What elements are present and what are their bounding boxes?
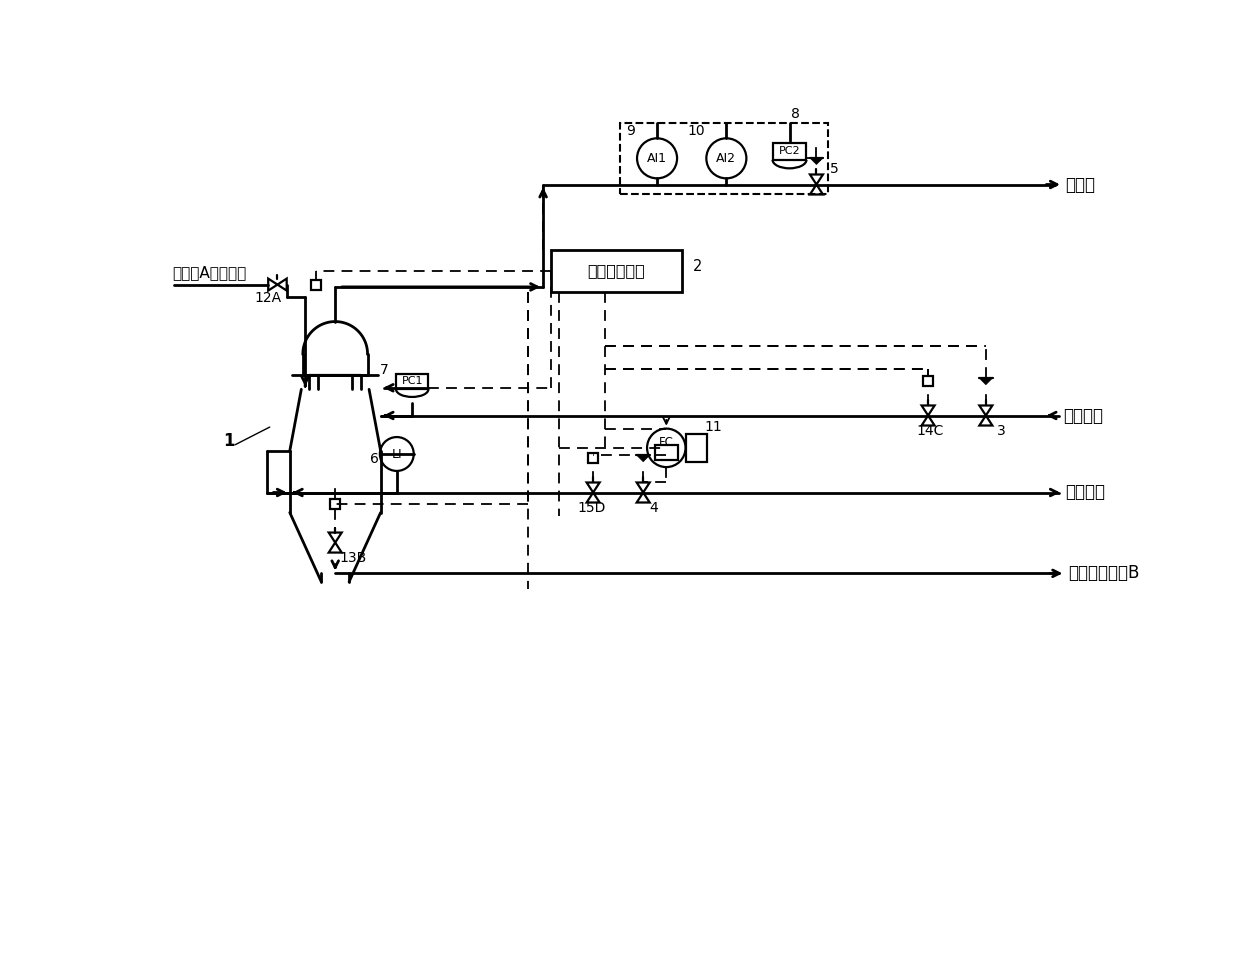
- Text: FC: FC: [658, 436, 673, 449]
- Polygon shape: [636, 455, 650, 462]
- Bar: [330, 499, 340, 509]
- Bar: [620, 123, 828, 194]
- Text: AI1: AI1: [647, 152, 667, 165]
- Text: 6: 6: [370, 452, 378, 467]
- Bar: [588, 453, 598, 463]
- Bar: [396, 374, 428, 390]
- Text: 15D: 15D: [578, 501, 606, 515]
- Text: 2: 2: [693, 259, 703, 274]
- Bar: [551, 250, 682, 292]
- Text: 调压气体: 调压气体: [1063, 406, 1102, 424]
- Text: 13B: 13B: [339, 551, 366, 564]
- Text: 12A: 12A: [254, 291, 281, 304]
- Text: 自环境A来弧化剂: 自环境A来弧化剂: [172, 265, 247, 280]
- Text: 操作控制系统: 操作控制系统: [588, 263, 645, 278]
- Text: 10: 10: [688, 125, 706, 138]
- Text: 7: 7: [379, 363, 388, 377]
- Text: LI: LI: [392, 447, 402, 461]
- Text: 4: 4: [650, 501, 658, 515]
- Bar: [311, 279, 321, 290]
- Text: 1: 1: [223, 432, 236, 450]
- Text: PC1: PC1: [402, 376, 423, 386]
- Text: 9: 9: [626, 125, 635, 138]
- Text: AI2: AI2: [717, 152, 737, 165]
- Text: 排放气: 排放气: [1065, 176, 1095, 194]
- Polygon shape: [810, 157, 823, 164]
- Text: PC2: PC2: [779, 146, 800, 156]
- Bar: [686, 434, 707, 462]
- Bar: [655, 444, 678, 460]
- Text: 弧化剂去环境B: 弧化剂去环境B: [1068, 564, 1140, 583]
- Bar: [923, 376, 934, 386]
- Bar: [773, 143, 806, 160]
- Text: 11: 11: [704, 420, 723, 434]
- Text: 5: 5: [831, 162, 839, 176]
- Polygon shape: [978, 378, 993, 385]
- Text: 惰性气体: 惰性气体: [1065, 484, 1105, 501]
- Text: 14C: 14C: [916, 423, 944, 438]
- Text: 8: 8: [791, 107, 800, 121]
- Text: 3: 3: [997, 423, 1006, 438]
